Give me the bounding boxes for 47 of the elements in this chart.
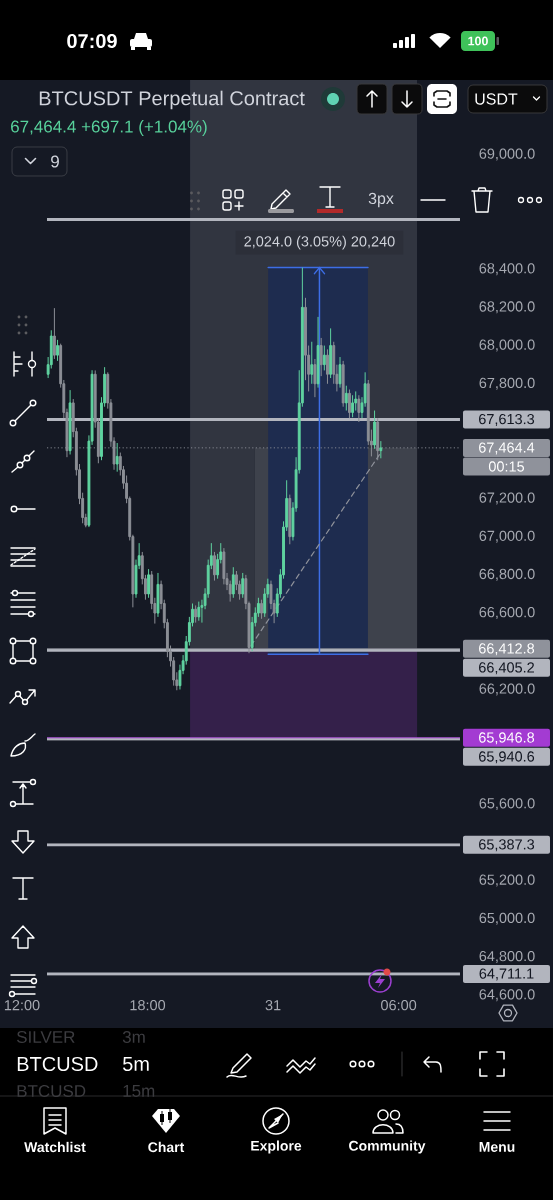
y-axis-title: USDT	[475, 93, 518, 105]
text: Menu	[479, 1142, 515, 1152]
y-tick-label: 67,000.0	[479, 530, 535, 543]
y-tick-label: 67,800.0	[479, 377, 535, 390]
y-tick-label: 66,200.0	[479, 683, 535, 696]
text: Chart	[148, 1141, 185, 1153]
x-tick-label: 06:00	[381, 1000, 417, 1011]
text: 00:15	[488, 461, 525, 472]
text: Watchlist	[24, 1141, 86, 1153]
ref-line-label: 66,412.8	[479, 643, 535, 656]
text: 07:09	[67, 33, 117, 49]
ref-line-label: 65,940.6	[479, 751, 535, 764]
text: BTCUSD	[17, 1056, 98, 1072]
text: 15m	[123, 1085, 155, 1097]
ref-line-label: 67,464.4	[479, 442, 535, 455]
y-tick-label: 65,000.0	[479, 912, 535, 925]
annotation: 9	[51, 155, 59, 168]
annotation: 3px	[368, 192, 394, 208]
ref-line-label: 65,946.8	[479, 732, 535, 745]
y-tick-label: 65,200.0	[479, 874, 535, 887]
y-tick-label: 68,200.0	[479, 301, 535, 314]
text: 100	[468, 36, 488, 46]
y-tick-label: 68,400.0	[479, 263, 535, 276]
y-tick-label: 67,200.0	[479, 492, 535, 505]
ref-line-label: 66,405.2	[479, 662, 534, 675]
y-tick-label: 64,600.0	[479, 989, 535, 1002]
text: 5m	[123, 1057, 149, 1071]
x-tick-label: 12:00	[4, 1000, 40, 1011]
annotation: 2,024.0 (3.05%) 20,240	[244, 235, 395, 250]
text: SILVER	[16, 1030, 75, 1044]
y-tick-label: 64,800.0	[479, 950, 535, 963]
x-tick-label: 31	[265, 1000, 281, 1011]
ref-line-label: 65,387.3	[479, 839, 535, 852]
y-tick-label: 69,000.0	[479, 148, 535, 161]
y-tick-label: 68,000.0	[479, 339, 535, 352]
text: 67,464.4 +697.1 (+1.04%)	[11, 120, 207, 136]
text: Community	[349, 1140, 426, 1154]
text: 3m	[122, 1030, 145, 1044]
y-tick-label: 66,800.0	[479, 568, 535, 581]
ref-line-label: 67,613.3	[479, 413, 535, 426]
text: Explore	[251, 1140, 302, 1154]
ref-line-label: 64,711.1	[479, 968, 534, 981]
text: BTCUSDT Perpetual Contract	[39, 90, 305, 110]
y-tick-label: 66,600.0	[479, 607, 535, 620]
x-tick-label: 18:00	[130, 1000, 166, 1011]
y-tick-label: 65,600.0	[479, 798, 535, 811]
text: BTCUSD	[17, 1084, 86, 1098]
